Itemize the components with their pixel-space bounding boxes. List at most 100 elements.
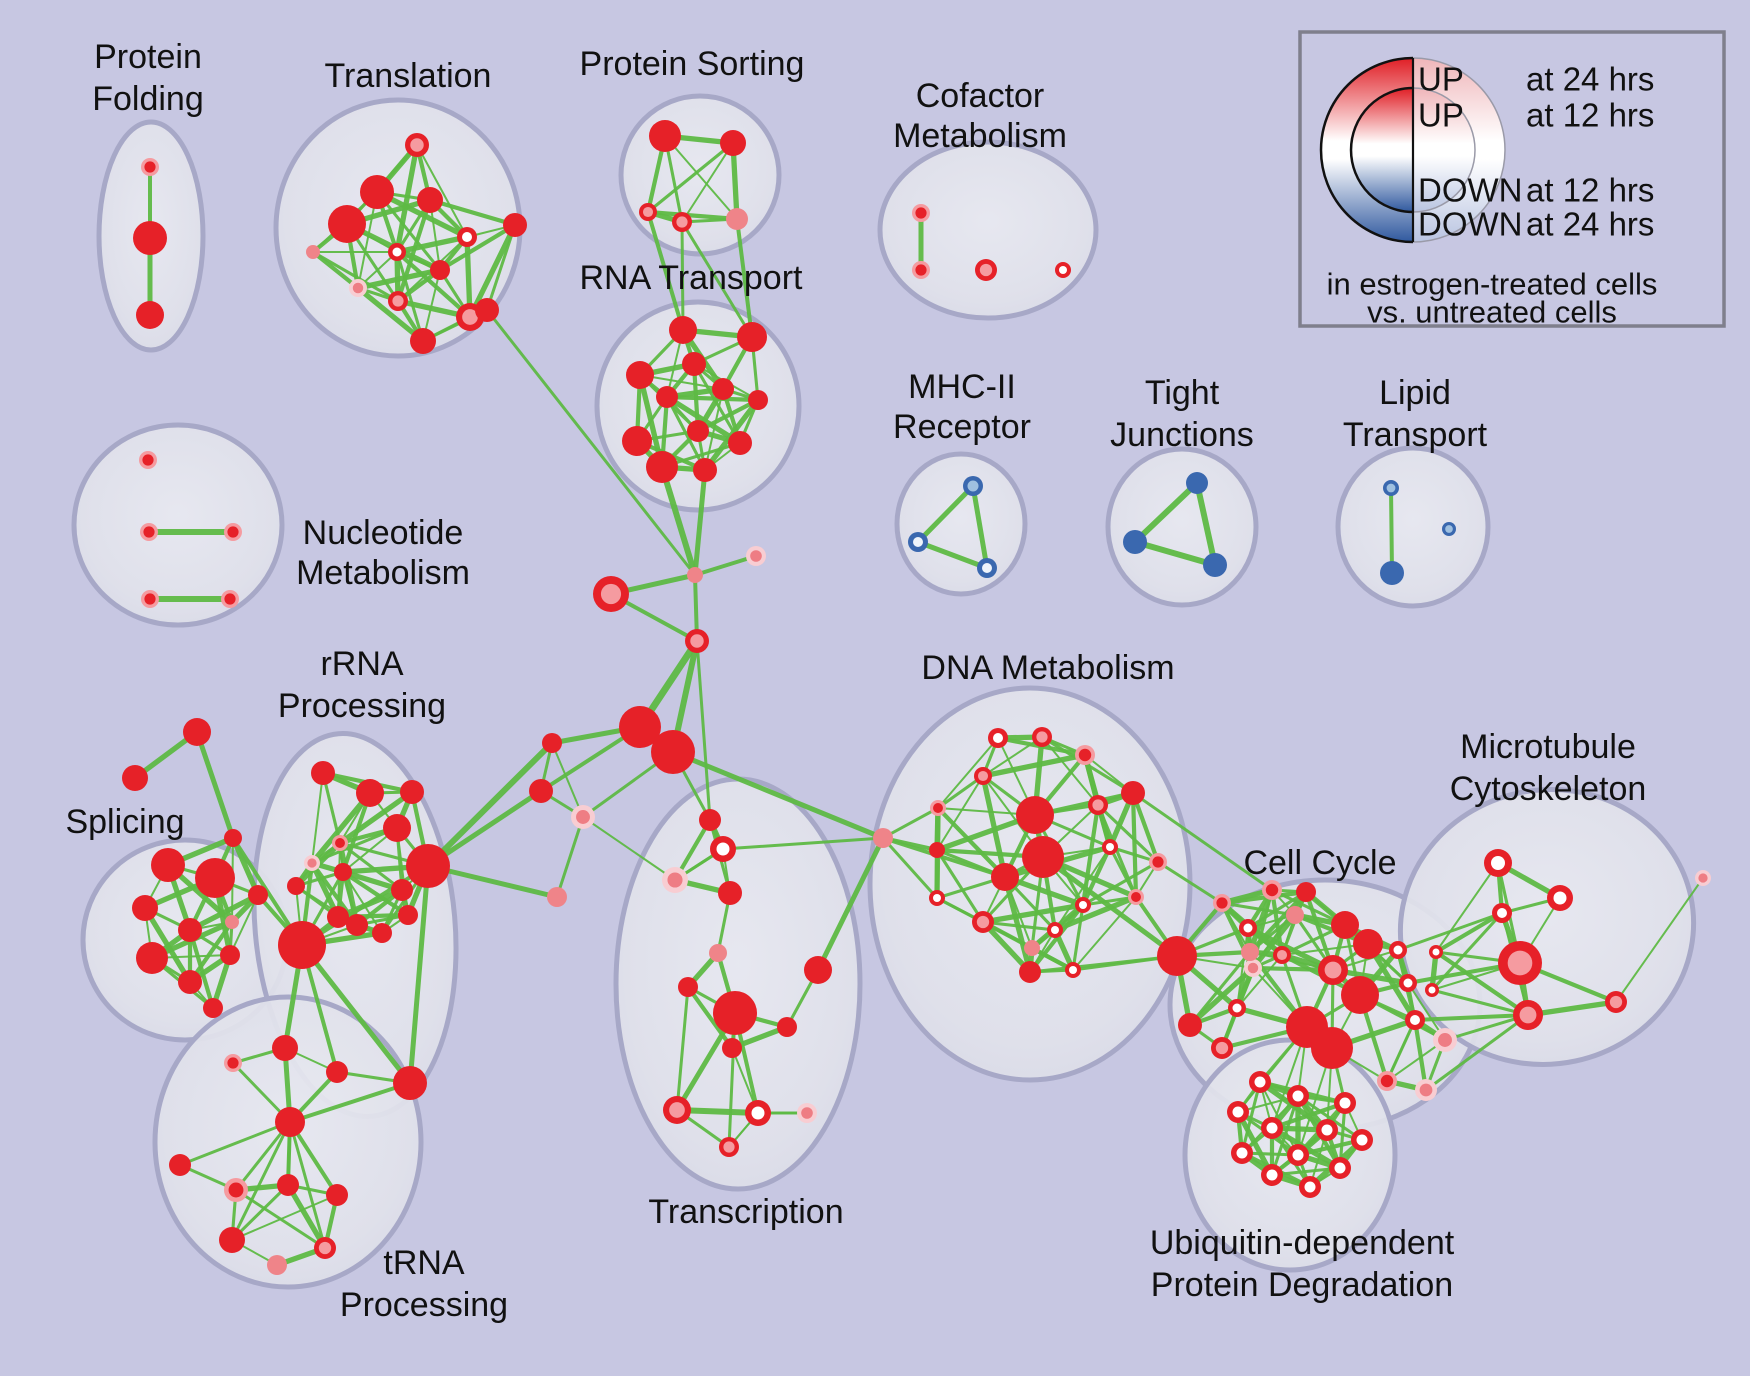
node-dna-metabolism[interactable] bbox=[1024, 940, 1040, 956]
node-transcription[interactable] bbox=[777, 1017, 797, 1037]
node-trna-processing[interactable] bbox=[314, 1237, 336, 1259]
node-rrna-processing[interactable] bbox=[224, 1054, 242, 1072]
node-translation[interactable] bbox=[388, 291, 408, 311]
node-ubiquitin-degradation[interactable] bbox=[1249, 1071, 1271, 1093]
node-connectors[interactable] bbox=[475, 298, 499, 322]
node-lipid-transport[interactable] bbox=[1380, 561, 1404, 585]
node-translation[interactable] bbox=[349, 279, 367, 297]
node-dna-metabolism[interactable] bbox=[1022, 836, 1064, 878]
node-microtubule-cytoskeleton[interactable] bbox=[1429, 945, 1443, 959]
node-rna-transport[interactable] bbox=[682, 352, 706, 376]
node-cell-cycle[interactable] bbox=[1415, 1079, 1437, 1101]
node-rna-transport[interactable] bbox=[656, 386, 678, 408]
node-microtubule-cytoskeleton[interactable] bbox=[1498, 941, 1542, 985]
node-cell-cycle[interactable] bbox=[1377, 1071, 1397, 1091]
node-connectors[interactable] bbox=[542, 733, 562, 753]
node-cell-cycle[interactable] bbox=[1286, 906, 1304, 924]
node-cell-cycle[interactable] bbox=[1273, 946, 1291, 964]
node-rrna-processing[interactable] bbox=[327, 906, 349, 928]
node-transcription[interactable] bbox=[719, 1137, 739, 1157]
node-microtubule-cytoskeleton[interactable] bbox=[1513, 1000, 1543, 1030]
node-cell-cycle[interactable] bbox=[1239, 919, 1257, 937]
node-dna-metabolism[interactable] bbox=[1075, 745, 1095, 765]
node-transcription[interactable] bbox=[713, 991, 757, 1035]
node-cofactor-metabolism[interactable] bbox=[912, 261, 930, 279]
node-ubiquitin-degradation[interactable] bbox=[1329, 1157, 1351, 1179]
node-rna-transport[interactable] bbox=[669, 316, 697, 344]
node-nucleotide-metabolism[interactable] bbox=[141, 590, 159, 608]
node-trna-processing[interactable] bbox=[277, 1174, 299, 1196]
node-cell-cycle[interactable] bbox=[1157, 936, 1197, 976]
node-microtubule-cytoskeleton[interactable] bbox=[1425, 983, 1439, 997]
node-protein-folding[interactable] bbox=[133, 221, 167, 255]
node-cell-cycle[interactable] bbox=[1228, 999, 1246, 1017]
node-cofactor-metabolism[interactable] bbox=[975, 259, 997, 281]
node-rrna-processing[interactable] bbox=[304, 855, 320, 871]
node-protein-folding[interactable] bbox=[136, 301, 164, 329]
node-cell-cycle[interactable] bbox=[1331, 911, 1359, 939]
node-rrna-processing[interactable] bbox=[311, 761, 335, 785]
node-transcription[interactable] bbox=[718, 881, 742, 905]
node-dna-metabolism[interactable] bbox=[988, 728, 1008, 748]
node-dna-metabolism[interactable] bbox=[1121, 781, 1145, 805]
node-ubiquitin-degradation[interactable] bbox=[1334, 1092, 1356, 1114]
node-rrna-processing[interactable] bbox=[383, 814, 411, 842]
node-rna-transport[interactable] bbox=[728, 431, 752, 455]
node-dna-metabolism[interactable] bbox=[929, 842, 945, 858]
node-dna-metabolism[interactable] bbox=[1102, 839, 1118, 855]
node-connectors[interactable] bbox=[571, 805, 595, 829]
node-splicing[interactable] bbox=[195, 858, 235, 898]
node-dna-metabolism[interactable] bbox=[1047, 922, 1063, 938]
node-rna-transport[interactable] bbox=[737, 322, 767, 352]
node-connectors[interactable] bbox=[619, 706, 661, 748]
node-rrna-processing[interactable] bbox=[346, 914, 368, 936]
node-dna-metabolism[interactable] bbox=[974, 767, 992, 785]
node-lipid-transport[interactable] bbox=[1383, 480, 1399, 496]
node-rrna-processing[interactable] bbox=[334, 863, 352, 881]
node-cell-cycle[interactable] bbox=[1244, 959, 1262, 977]
node-translation[interactable] bbox=[417, 187, 443, 213]
node-rrna-processing[interactable] bbox=[287, 877, 305, 895]
node-rrna-processing[interactable] bbox=[272, 1035, 298, 1061]
node-ubiquitin-degradation[interactable] bbox=[1316, 1119, 1338, 1141]
node-transcription[interactable] bbox=[722, 1038, 742, 1058]
node-splicing[interactable] bbox=[220, 945, 240, 965]
node-rrna-processing[interactable] bbox=[372, 923, 392, 943]
node-splicing[interactable] bbox=[183, 718, 211, 746]
node-cell-cycle[interactable] bbox=[1318, 955, 1348, 985]
node-transcription[interactable] bbox=[745, 1100, 771, 1126]
node-cell-cycle[interactable] bbox=[1341, 976, 1379, 1014]
node-protein-sorting[interactable] bbox=[649, 120, 681, 152]
node-connectors[interactable] bbox=[685, 629, 709, 653]
node-rna-transport[interactable] bbox=[712, 378, 734, 400]
node-translation[interactable] bbox=[503, 213, 527, 237]
node-rrna-processing[interactable] bbox=[356, 779, 384, 807]
node-connectors[interactable] bbox=[746, 546, 766, 566]
node-dna-metabolism[interactable] bbox=[1019, 961, 1041, 983]
node-connectors[interactable] bbox=[873, 828, 893, 848]
node-translation[interactable] bbox=[405, 133, 429, 157]
node-mhc-ii-receptor[interactable] bbox=[908, 532, 928, 552]
node-ubiquitin-degradation[interactable] bbox=[1287, 1085, 1309, 1107]
node-rrna-processing[interactable] bbox=[400, 780, 424, 804]
node-trna-processing[interactable] bbox=[275, 1107, 305, 1137]
node-connectors[interactable] bbox=[593, 576, 629, 612]
node-cell-cycle[interactable] bbox=[1405, 1010, 1425, 1030]
node-transcription[interactable] bbox=[663, 1096, 691, 1124]
node-tight-junctions[interactable] bbox=[1203, 553, 1227, 577]
node-ubiquitin-degradation[interactable] bbox=[1227, 1101, 1249, 1123]
node-dna-metabolism[interactable] bbox=[1128, 889, 1144, 905]
node-nucleotide-metabolism[interactable] bbox=[140, 523, 158, 541]
node-rna-transport[interactable] bbox=[646, 451, 678, 483]
node-splicing[interactable] bbox=[178, 970, 202, 994]
node-trna-processing[interactable] bbox=[219, 1227, 245, 1253]
node-rrna-processing[interactable] bbox=[332, 835, 348, 851]
node-ubiquitin-degradation[interactable] bbox=[1287, 1144, 1309, 1166]
node-trna-processing[interactable] bbox=[326, 1184, 348, 1206]
node-cell-cycle[interactable] bbox=[1353, 929, 1383, 959]
node-protein-sorting[interactable] bbox=[720, 130, 746, 156]
node-rrna-processing[interactable] bbox=[391, 879, 413, 901]
node-dna-metabolism[interactable] bbox=[1032, 727, 1052, 747]
node-rrna-processing[interactable] bbox=[406, 844, 450, 888]
node-splicing[interactable] bbox=[248, 885, 268, 905]
